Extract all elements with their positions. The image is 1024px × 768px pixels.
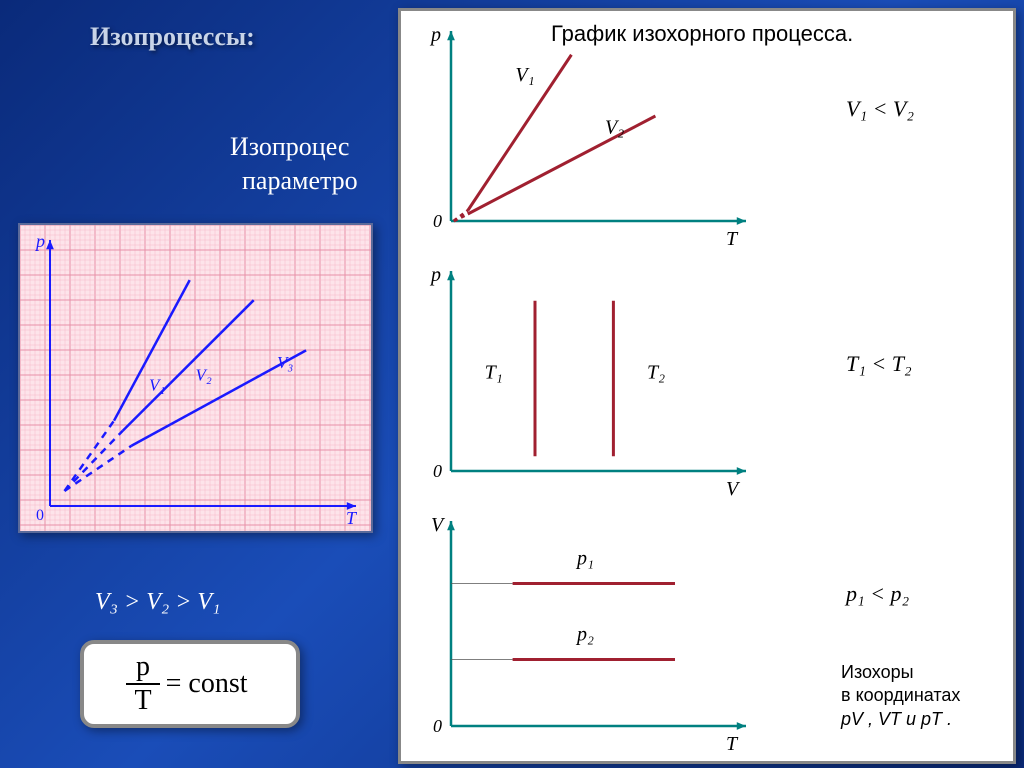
pink-graph: pT0V₁V₂V₃	[18, 223, 373, 533]
svg-text:0: 0	[36, 507, 44, 524]
svg-text:T₁: T₁	[485, 362, 503, 384]
svg-text:p: p	[429, 264, 441, 286]
svg-text:V₂: V₂	[196, 366, 212, 385]
svg-text:0: 0	[433, 716, 442, 736]
inequality-left: V₃ > V₂ > V₁	[95, 589, 220, 616]
svg-text:p: p	[34, 231, 45, 251]
svg-text:p₁: p₁	[575, 548, 594, 570]
right-panel-title: График изохорного процесса.	[551, 21, 853, 47]
cap-line2: в координатах	[841, 684, 960, 707]
svg-text:p₂: p₂	[575, 624, 594, 646]
svg-text:0: 0	[433, 211, 442, 231]
svg-text:T: T	[726, 228, 739, 250]
subtitle-line1: Изопроцес	[230, 130, 358, 164]
formula-box: p T = const	[80, 640, 300, 728]
svg-text:V₃: V₃	[277, 353, 293, 372]
svg-text:T₂: T₂	[647, 362, 665, 384]
subtitle: Изопроцес параметро	[230, 130, 358, 198]
pink-graph-svg: pT0V₁V₂V₃	[20, 225, 371, 531]
svg-text:V₁: V₁	[515, 64, 534, 86]
svg-text:V: V	[431, 514, 446, 536]
caption-right: Изохоры в координатах pV , VT и pT .	[841, 661, 960, 731]
formula-fraction: p T	[126, 651, 159, 717]
svg-text:T: T	[726, 733, 739, 755]
formula-rhs: = const	[166, 668, 248, 700]
cap-line1: Изохоры	[841, 661, 960, 684]
formula-den: T	[126, 685, 159, 717]
inequality-t: T₁ < T₂	[846, 351, 912, 377]
right-panel: График изохорного процесса. p T 0 V₁ V₂ p V 0 T₁…	[398, 8, 1016, 764]
svg-text:p: p	[429, 24, 441, 46]
inequality-p: p₁ < p₂	[846, 581, 909, 607]
inequality-v: V₁ < V₂	[846, 96, 914, 122]
cap-line3: pV , VT и pT .	[841, 708, 960, 731]
svg-text:V: V	[726, 478, 741, 500]
svg-text:0: 0	[433, 461, 442, 481]
formula-num: p	[126, 651, 159, 685]
subtitle-line2: параметро	[242, 164, 358, 198]
right-panel-svg: p T 0 V₁ V₂ p V 0 T₁ T₂ V T 0 p₁ p₂	[401, 11, 1013, 761]
svg-text:V₂: V₂	[605, 117, 624, 139]
svg-text:V₁: V₁	[149, 376, 165, 395]
page-title: Изопроцессы:	[90, 22, 255, 52]
